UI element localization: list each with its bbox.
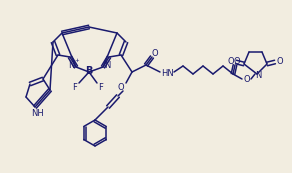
Text: O: O <box>228 57 234 66</box>
Text: O: O <box>234 57 240 66</box>
Text: N: N <box>68 61 74 70</box>
Text: B: B <box>85 66 93 76</box>
Text: O: O <box>244 75 250 84</box>
Text: F: F <box>73 84 77 93</box>
Text: NH: NH <box>31 110 44 119</box>
Text: N: N <box>104 61 110 70</box>
Text: HN: HN <box>161 69 173 78</box>
Text: O: O <box>152 49 158 58</box>
Text: N: N <box>255 71 261 80</box>
Text: F: F <box>99 84 103 93</box>
Text: O: O <box>118 83 124 92</box>
Text: +: + <box>75 57 79 62</box>
Text: O: O <box>277 57 283 66</box>
